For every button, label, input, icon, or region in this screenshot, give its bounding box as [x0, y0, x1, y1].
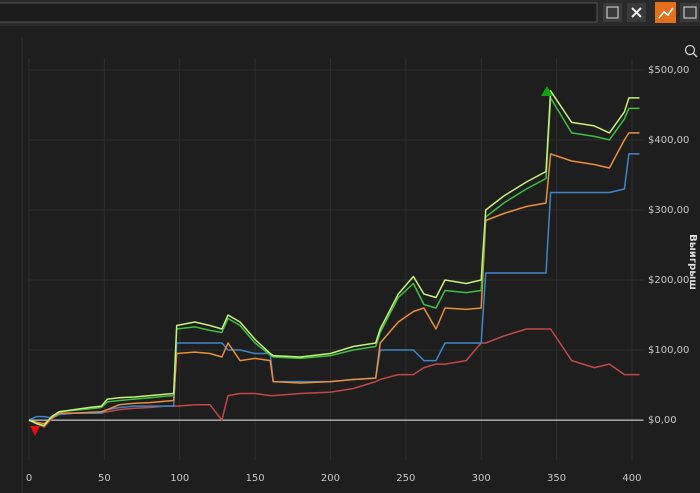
y-axis-label: Выигрыш	[687, 234, 698, 290]
plot-area: 0 50 100 150 200 250 300 350 400 $0,00 $100,00 $200…	[26, 58, 689, 484]
x-tick-label: 0	[26, 473, 32, 484]
x-tick-label: 150	[246, 473, 265, 484]
filter-input[interactable]	[0, 2, 598, 23]
save-button[interactable]	[603, 3, 622, 22]
chart-icon	[658, 7, 674, 19]
x-tick-label: 350	[547, 473, 566, 484]
panel-button[interactable]	[680, 3, 699, 22]
min-marker	[30, 426, 40, 436]
y-tick-label: $300,00	[648, 205, 689, 216]
x-tick-label: 200	[321, 473, 340, 484]
y-tick-label: $500,00	[648, 65, 689, 76]
y-tick-label: $200,00	[648, 275, 689, 286]
save-icon	[606, 6, 619, 19]
zoom-icon[interactable]	[684, 44, 696, 56]
x-tick-label: 250	[396, 473, 415, 484]
x-tick-label: 50	[98, 473, 111, 484]
zoom-handle	[692, 52, 698, 58]
series-line	[28, 328, 640, 428]
x-tick-label: 400	[622, 473, 641, 484]
y-tick-label: $0,00	[648, 415, 677, 426]
series-line	[28, 132, 640, 425]
close-icon	[631, 7, 642, 18]
panel-icon	[683, 6, 697, 19]
series-line	[28, 97, 640, 427]
x-tick-label: 100	[170, 473, 189, 484]
max-marker	[541, 86, 553, 96]
y-tick-label: $100,00	[648, 345, 689, 356]
series-line	[28, 90, 640, 427]
y-tick-label: $400,00	[648, 135, 689, 146]
x-tick-label: 300	[472, 473, 491, 484]
